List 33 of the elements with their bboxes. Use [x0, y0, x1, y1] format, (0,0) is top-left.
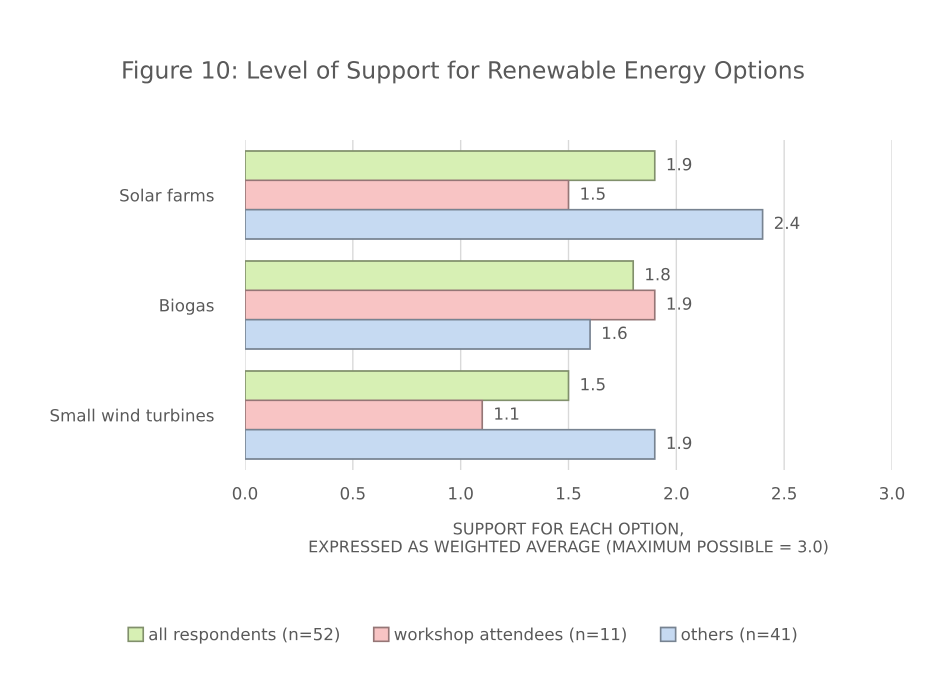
legend-label: workshop attendees (n=11): [394, 628, 626, 644]
data-label: 1.5: [581, 187, 605, 200]
x-tick-label: 0.5: [340, 486, 365, 500]
data-label: 1.1: [495, 407, 518, 420]
legend-label: others (n=41): [682, 628, 796, 642]
x-tick-label: 1.5: [557, 487, 580, 500]
bar: [245, 400, 484, 430]
data-label: 1.8: [646, 268, 670, 281]
bar: [245, 150, 656, 182]
legend-label: all respondents (n=52): [149, 628, 339, 644]
data-label: 1.9: [668, 158, 692, 171]
data-label: 1.6: [603, 326, 627, 340]
x-tick-label: 3.0: [880, 486, 904, 500]
bar: [245, 260, 634, 292]
bar: [245, 318, 591, 350]
chart-title: Figure 10: Level of Support for Renewable Energy Options: [123, 60, 804, 84]
data-label: 1.9: [668, 436, 692, 450]
data-label: 1.5: [581, 378, 605, 391]
bar: [245, 290, 656, 320]
x-tick-label: 1.0: [449, 486, 473, 500]
data-label: 2.4: [774, 216, 800, 229]
x-tick-label: 0.0: [232, 486, 258, 500]
bar: [245, 180, 570, 210]
x-axis-title: SUPPORT FOR EACH OPTION, EXPRESSED AS WEIGHTED AVERAGE (MAXIMUM POSSIBLE = 3.0): [310, 522, 828, 554]
bar: [245, 428, 656, 460]
y-tick-label: Small wind turbines: [50, 408, 214, 422]
y-tick-label: Solar farms: [120, 188, 214, 202]
x-tick-label: 2.5: [772, 486, 796, 500]
bar: [245, 208, 764, 240]
x-tick-label: 2.0: [664, 486, 688, 500]
bar: [245, 370, 570, 402]
data-label: 1.9: [668, 297, 692, 310]
y-tick-label: Biogas: [160, 298, 214, 315]
